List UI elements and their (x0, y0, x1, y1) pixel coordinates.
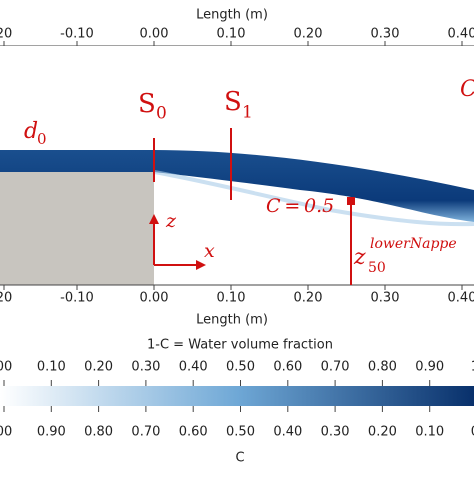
colorbar-label: 0.30 (321, 425, 350, 440)
colorbar-label: 0.30 (131, 360, 160, 375)
colorbar-label: 0.10 (415, 425, 444, 440)
label-s0-sub: 0 (156, 104, 167, 124)
colorbar-label: 0. (471, 425, 474, 440)
colorbar-bottom-title: C (235, 451, 244, 466)
label-c-half: C = 0.5 (266, 195, 334, 217)
colorbar-label: 0.40 (179, 360, 208, 375)
tick-label: -0.10 (60, 27, 94, 42)
colorbar-label: 0.70 (321, 360, 350, 375)
x-arrowhead (196, 260, 206, 270)
tick-label: 0.30 (371, 291, 400, 306)
colorbar-label: 0.50 (226, 360, 255, 375)
colorbar-label: 0.20 (84, 360, 113, 375)
label-z50-sub: 50 (368, 260, 386, 276)
label-s1-sub: 1 (242, 103, 253, 123)
colorbar-label: 0.60 (179, 425, 208, 440)
label-d0-sub: 0 (37, 130, 47, 148)
colorbar-label: 0.40 (273, 425, 302, 440)
jet-spray (153, 170, 474, 227)
label-c: C (460, 77, 474, 102)
colorbar-label: 0.60 (273, 360, 302, 375)
tick-label: 0.00 (140, 27, 169, 42)
tick-label: 0.20 (294, 291, 323, 306)
tick-label: 20 (0, 291, 12, 306)
colorbar-label: 1. (471, 360, 474, 375)
colorbar-label: 0.80 (368, 360, 397, 375)
label-s0: S (138, 89, 156, 119)
top-axis-title: Length (m) (196, 8, 268, 23)
colorbar-title: 1-C = Water volume fraction (147, 338, 333, 353)
tick-label: 0.30 (371, 27, 400, 42)
colorbar-label: 0.90 (415, 360, 444, 375)
tick-label: 0.40 (448, 291, 474, 306)
colorbar-label: 0.70 (131, 425, 160, 440)
label-z50: z (353, 245, 366, 270)
label-d0: d (24, 119, 38, 144)
weir-block (0, 172, 154, 285)
generated: 20-0.100.000.100.200.300.4020-0.100.000.… (0, 27, 474, 440)
tick-label: 0.10 (217, 291, 246, 306)
colorbar (0, 386, 474, 406)
tick-label: 0.00 (140, 291, 169, 306)
colorbar-label: 0.90 (37, 425, 66, 440)
colorbar-label: 00 (0, 425, 12, 440)
colorbar-label: 0.20 (368, 425, 397, 440)
colorbar-label: 0.80 (84, 425, 113, 440)
label-z50-sup: lowerNappe (370, 236, 457, 252)
tick-label: -0.10 (60, 291, 94, 306)
label-z: z (165, 210, 177, 232)
tick-label: 20 (0, 27, 12, 42)
tick-label: 0.40 (448, 27, 474, 42)
label-s1: S (224, 87, 242, 117)
colorbar-label: 00 (0, 360, 12, 375)
tick-label: 0.20 (294, 27, 323, 42)
tick-label: 0.10 (217, 27, 246, 42)
z-arrowhead (149, 214, 159, 224)
z50-marker (347, 197, 355, 205)
label-x: x (204, 240, 215, 262)
colorbar-label: 0.10 (37, 360, 66, 375)
water-jet (0, 150, 474, 222)
bottom-axis-title: Length (m) (196, 313, 268, 328)
colorbar-label: 0.50 (226, 425, 255, 440)
